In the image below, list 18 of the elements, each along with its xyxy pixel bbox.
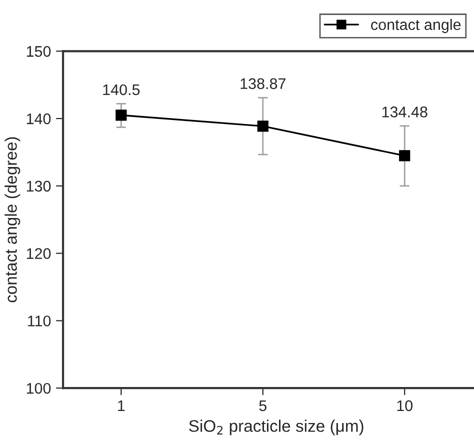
point xyxy=(399,150,410,162)
y-tick-label: 150 xyxy=(26,46,51,57)
data-label: 134.48 xyxy=(382,106,428,118)
legend-label: contact angle xyxy=(371,18,461,34)
y-tick-label: 130 xyxy=(26,180,51,192)
y-tick-label: 110 xyxy=(28,316,51,326)
data-label: 138.87 xyxy=(240,78,286,90)
y-tick-label: 100 xyxy=(26,382,51,394)
y-tick-label: 140 xyxy=(26,113,51,124)
x-axis-title: SiO$_{2}$ practicle size (μm) xyxy=(189,420,364,436)
x-tick-label: 10 xyxy=(397,400,413,412)
x-tick-label: 1 xyxy=(118,400,125,411)
data-label: 140.5 xyxy=(103,84,140,96)
point xyxy=(257,120,268,132)
y-axis-title: contact angle (degree) xyxy=(4,137,20,302)
x-tick-label: 5 xyxy=(259,400,266,412)
y-tick-label: 120 xyxy=(26,248,51,259)
point xyxy=(116,110,127,121)
